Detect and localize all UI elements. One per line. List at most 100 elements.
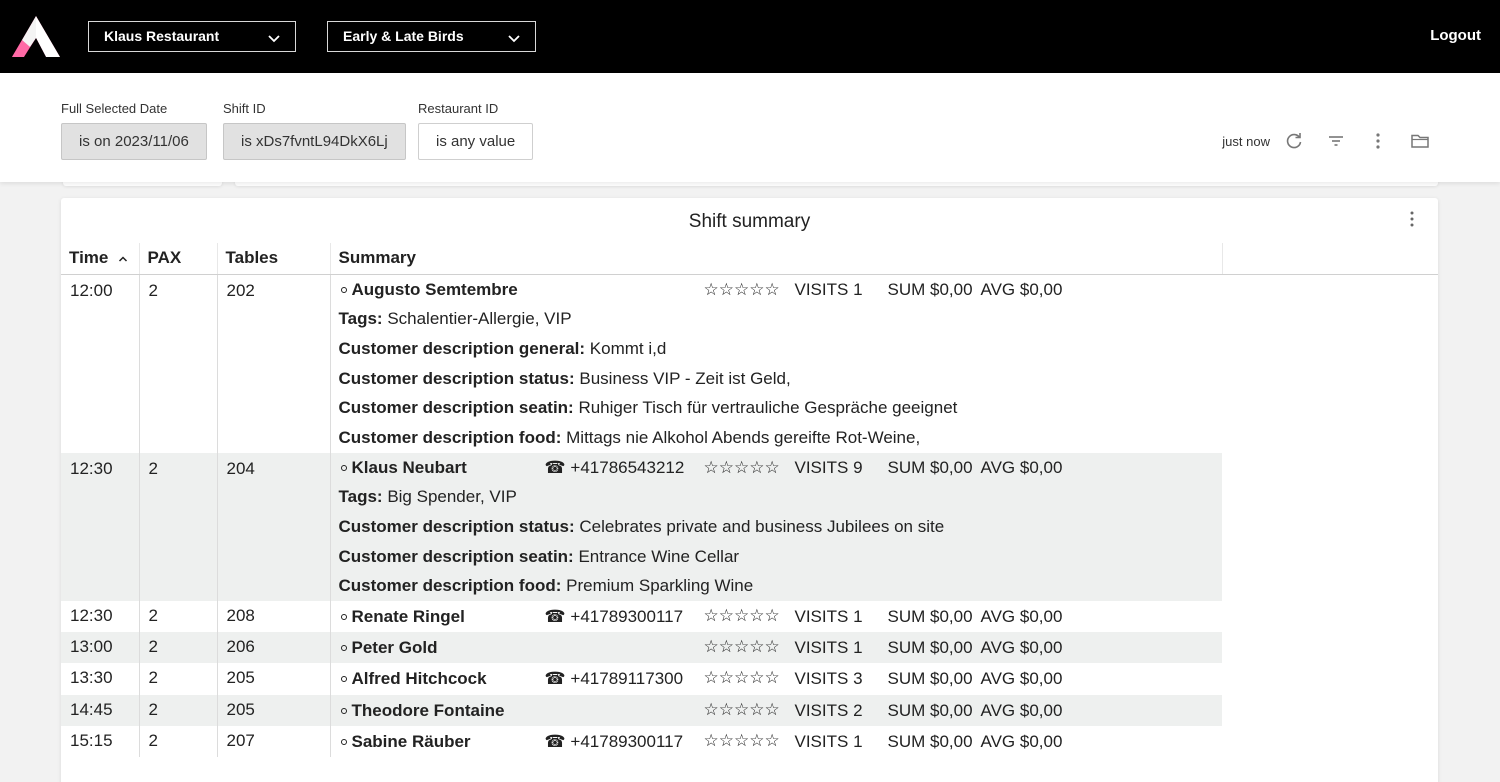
- bullet-icon: [340, 707, 347, 714]
- spend-avg: AVG $0,00: [980, 279, 1063, 299]
- restaurant-select-value: Klaus Restaurant: [104, 28, 220, 44]
- pax-cell: 2: [139, 694, 218, 726]
- guest-name: Theodore Fontaine: [351, 700, 505, 720]
- detail-label: Customer description general:: [338, 338, 586, 358]
- logout-button[interactable]: Logout: [1430, 27, 1481, 44]
- guest-line: Renate Ringel ☎ +41789300117 ☆☆☆☆☆ VISITS 1…: [339, 601, 1214, 632]
- pax-cell: 2: [139, 632, 218, 664]
- visit-count: VISITS 1: [794, 731, 863, 751]
- detail-label: Customer description status:: [338, 368, 575, 388]
- column-header-pax[interactable]: PAX: [139, 243, 218, 275]
- table-row[interactable]: 12:30 2 204 Klaus Neubart ☎ +41786543212 ☆☆☆☆…: [61, 452, 1438, 602]
- bullet-icon: [340, 286, 347, 293]
- restaurant-id-filter-button[interactable]: is any value: [418, 123, 534, 160]
- spend-avg: AVG $0,00: [980, 607, 1063, 627]
- filter-icon[interactable]: [1326, 131, 1346, 151]
- restaurant-select[interactable]: Klaus Restaurant: [88, 21, 296, 52]
- detail-label: Customer description seatin:: [338, 398, 574, 418]
- guest-name: Renate Ringel: [351, 607, 465, 627]
- empty-cell: [1222, 632, 1438, 664]
- empty-cell: [1222, 663, 1438, 694]
- app-logo[interactable]: [10, 14, 62, 60]
- table-cell: 204: [217, 452, 331, 602]
- guest-detail-line: Tags: Schalentier-Allergie, VIP: [339, 304, 1214, 334]
- guest-detail-line: Customer description seatin: Entrance Wi…: [339, 542, 1214, 572]
- guest-line: Sabine Räuber ☎ +41789300117 ☆☆☆☆☆ VISITS 1…: [339, 726, 1214, 757]
- more-vertical-icon[interactable]: [1368, 131, 1388, 151]
- time-cell: 12:00: [61, 274, 140, 453]
- detail-value: Entrance Wine Cellar: [578, 546, 740, 566]
- table-row[interactable]: 12:00 2 202 Augusto Semtembre ☆☆☆☆☆ VISITS 1 S…: [61, 274, 1438, 453]
- time-cell: 15:15: [61, 725, 140, 757]
- summary-cell: Sabine Räuber ☎ +41789300117 ☆☆☆☆☆ VISITS 1…: [330, 726, 1222, 757]
- rating-stars: ☆☆☆☆☆: [703, 457, 780, 478]
- table-row[interactable]: 12:30 2 208 Renate Ringel ☎ +41789300117 ☆☆☆☆…: [61, 601, 1438, 633]
- spend-avg: AVG $0,00: [980, 457, 1063, 477]
- table-cell: 205: [217, 694, 331, 726]
- detail-label: Customer description seatin:: [338, 546, 574, 566]
- column-header-tables[interactable]: Tables: [217, 243, 331, 275]
- shift-id-filter-button[interactable]: is xDs7fvntL94DkX6Lj: [223, 123, 406, 160]
- table-row[interactable]: 15:15 2 207 Sabine Räuber ☎ +41789300117 ☆☆☆☆…: [61, 725, 1438, 757]
- detail-label: Customer description food:: [338, 427, 562, 447]
- spend-sum: SUM $0,00: [887, 279, 973, 299]
- dashboard-toolbar: just now: [1222, 131, 1430, 151]
- guest-name: Sabine Räuber: [351, 731, 471, 751]
- guest-line: Theodore Fontaine ☆☆☆☆☆ VISITS 2 SUM $0,00 A…: [339, 695, 1214, 726]
- table-row[interactable]: 13:30 2 205 Alfred Hitchcock ☎ +41789117300 ☆…: [61, 663, 1438, 695]
- detail-value: Business VIP - Zeit ist Geld,: [579, 368, 791, 388]
- tile-menu-icon[interactable]: [1404, 210, 1420, 228]
- guest-detail-line: Customer description food: Premium Spark…: [339, 571, 1214, 601]
- visit-count: VISITS 1: [794, 607, 863, 627]
- column-header-summary[interactable]: Summary: [330, 243, 1223, 275]
- shift-select-value: Early & Late Birds: [343, 28, 464, 44]
- filter-date: Full Selected Date is on 2023/11/06: [61, 101, 207, 160]
- chevron-down-icon: [268, 35, 280, 43]
- guest-phone[interactable]: ☎ +41789117300: [544, 669, 684, 689]
- rating-stars: ☆☆☆☆☆: [703, 730, 780, 751]
- column-header-time[interactable]: Time: [61, 243, 140, 275]
- empty-cell: [1222, 601, 1438, 632]
- time-cell: 12:30: [61, 601, 140, 633]
- guest-line: Peter Gold ☆☆☆☆☆ VISITS 1 SUM $0,00 AVG $0,0…: [339, 632, 1214, 663]
- last-updated-text: just now: [1222, 133, 1270, 149]
- pax-cell: 2: [139, 663, 218, 695]
- empty-cell: [1222, 452, 1438, 602]
- guest-phone[interactable]: ☎ +41789300117: [544, 731, 684, 751]
- folder-icon[interactable]: [1410, 131, 1430, 151]
- table-row[interactable]: 13:00 2 206 Peter Gold ☆☆☆☆☆ VISITS 1 SUM $0,0…: [61, 632, 1438, 664]
- guest-name: Peter Gold: [351, 638, 438, 658]
- rating-stars: ☆☆☆☆☆: [703, 637, 780, 658]
- filter-label: Restaurant ID: [418, 101, 499, 116]
- time-cell: 14:45: [61, 694, 140, 726]
- guest-phone[interactable]: ☎ +41786543212: [544, 457, 685, 477]
- bullet-icon: [340, 676, 347, 683]
- table-row[interactable]: 14:45 2 205 Theodore Fontaine ☆☆☆☆☆ VISITS 2 S…: [61, 694, 1438, 726]
- top-navigation-bar: Klaus Restaurant Early & Late Birds Logo…: [0, 0, 1500, 73]
- spend-sum: SUM $0,00: [887, 669, 973, 689]
- guest-detail-line: Customer description general: Kommt i,d: [339, 334, 1214, 364]
- table-cell: 202: [217, 274, 331, 453]
- spend-avg: AVG $0,00: [980, 638, 1063, 658]
- spend-sum: SUM $0,00: [887, 457, 973, 477]
- shift-select[interactable]: Early & Late Birds: [327, 21, 536, 52]
- visit-count: VISITS 3: [794, 669, 863, 689]
- summary-cell: Peter Gold ☆☆☆☆☆ VISITS 1 SUM $0,00 AVG $0,0…: [330, 632, 1222, 664]
- guest-line: Klaus Neubart ☎ +41786543212 ☆☆☆☆☆ VISITS 9…: [339, 453, 1214, 483]
- guest-phone[interactable]: ☎ +41789300117: [544, 607, 684, 627]
- guest-name: Klaus Neubart: [351, 457, 467, 477]
- pax-cell: 2: [139, 725, 218, 757]
- date-filter-button[interactable]: is on 2023/11/06: [61, 123, 207, 160]
- table-cell: 205: [217, 663, 331, 695]
- guest-detail-line: Customer description food: Mittags nie A…: [339, 423, 1214, 453]
- bullet-icon: [340, 614, 347, 621]
- column-header-empty: [1222, 243, 1438, 275]
- detail-label: Customer description status:: [338, 517, 575, 536]
- guest-line: Alfred Hitchcock ☎ +41789117300 ☆☆☆☆☆ VISIT…: [339, 663, 1214, 694]
- empty-cell: [1222, 694, 1438, 726]
- table-cell: 208: [217, 601, 331, 633]
- table-cell: 206: [217, 632, 331, 664]
- empty-cell: [1222, 274, 1438, 453]
- filter-label: Shift ID: [223, 101, 266, 116]
- refresh-icon[interactable]: [1284, 131, 1304, 151]
